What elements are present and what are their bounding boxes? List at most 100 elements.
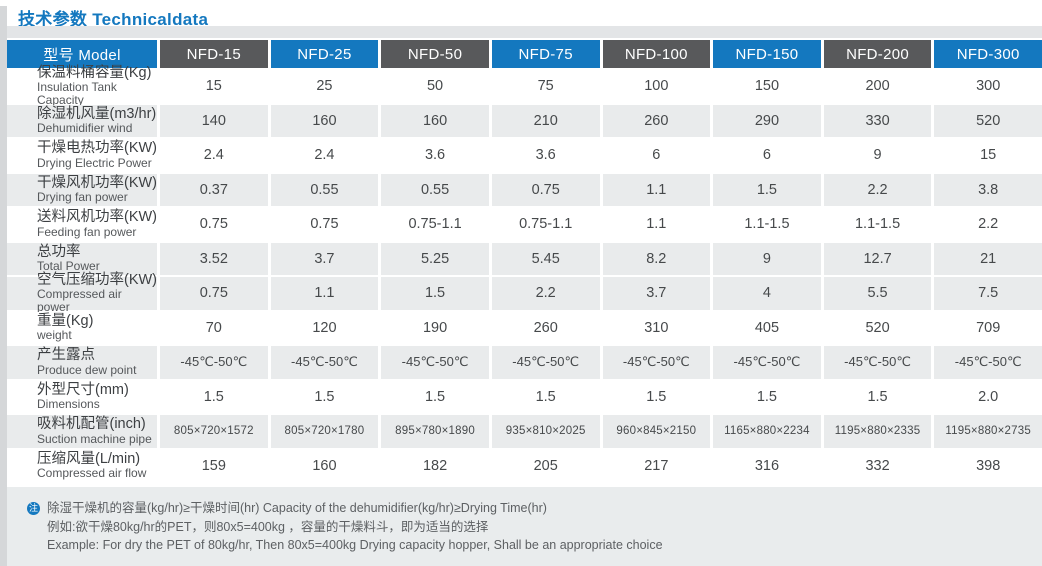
table-cell: 398 [934, 449, 1042, 482]
table-cell: 190 [381, 311, 489, 344]
table-cell: 217 [602, 449, 711, 482]
row-label-en: Produce dew point [37, 362, 137, 377]
table-cell: 1.1-1.5 [713, 208, 821, 241]
table-cell: 805×720×1780 [270, 415, 379, 448]
table-cell: 210 [491, 104, 600, 137]
table-cell: 520 [823, 311, 932, 344]
table-cell: 260 [491, 311, 600, 344]
table-cell: 1.5 [823, 380, 932, 413]
table-cell: 160 [270, 449, 379, 482]
row-label: 空气压缩功率(KW) Compressed air power [7, 272, 157, 314]
row-label: 干燥风机功率(KW) Drying fan power [7, 173, 157, 206]
column-header-nfd-200: NFD-200 [823, 40, 932, 68]
row-label-en: Suction machine pipe [37, 431, 152, 446]
table-cell: 0.75 [160, 208, 268, 241]
table-cell: 159 [160, 449, 268, 482]
table-cell: 7.5 [934, 277, 1042, 310]
row-label: 产生露点 Produce dew point [7, 346, 157, 379]
table-cell: 1.1 [602, 173, 711, 206]
column-header-nfd-300: NFD-300 [934, 40, 1042, 68]
row-label-en: Drying Electric Power [37, 155, 152, 170]
table-cell: 15 [934, 139, 1042, 172]
table-cell: 15 [160, 70, 268, 103]
note-footer: 注 除湿干燥机的容量(kg/hr)≥干燥时间(hr) Capacity of t… [7, 487, 1042, 566]
table-cell: 520 [934, 104, 1042, 137]
table-cell: 2.2 [823, 173, 932, 206]
table-cell: 0.75 [491, 173, 600, 206]
row-label-en: Feeding fan power [37, 224, 137, 239]
row-label: 除湿机风量(m3/hr) Dehumidifier wind [7, 104, 157, 137]
table-cell: 0.75-1.1 [491, 208, 600, 241]
row-label: 外型尺寸(mm) Dimensions [7, 380, 157, 413]
table-cell: 25 [270, 70, 379, 103]
row-label-en: weight [37, 328, 72, 343]
table-cell: -45℃-50℃ [602, 346, 711, 379]
page-title: 技术参数 Technicaldata [18, 10, 209, 29]
row-label-en: Compressed air flow [37, 466, 147, 481]
note-line-2: 例如:欲干燥80kg/hr的PET，则80x5=400kg ，容量的干燥料斗，即… [47, 519, 489, 534]
table-cell: 1.5 [491, 380, 600, 413]
table-cell: 2.0 [934, 380, 1042, 413]
table-cell: 0.75-1.1 [381, 208, 489, 241]
row-label-zh: 产生露点 [37, 347, 95, 364]
row-label-en: Insulation Tank Capacity [37, 79, 117, 108]
table-cell: 3.6 [381, 139, 489, 172]
column-header-nfd-50: NFD-50 [381, 40, 489, 68]
column-header-nfd-25: NFD-25 [270, 40, 379, 68]
table-cell: 1.5 [270, 380, 379, 413]
table-cell: 21 [934, 242, 1042, 275]
note-icon: 注 [27, 501, 40, 515]
table-cell: 1.5 [381, 380, 489, 413]
table-cell: 5.45 [491, 242, 600, 275]
table-cell: 2.4 [160, 139, 268, 172]
table-cell: 3.7 [270, 242, 379, 275]
table-cell: 1195×880×2335 [823, 415, 932, 448]
row-label-zh: 送料风机功率(KW) [37, 209, 158, 226]
row-label-en: Dehumidifier wind [37, 121, 133, 136]
row-label-zh: 保温料桶容量(Kg) [37, 64, 152, 81]
row-label-zh: 空气压缩功率(KW) [37, 271, 158, 288]
table-cell: -45℃-50℃ [713, 346, 821, 379]
row-label-zh: 外型尺寸(mm) [37, 381, 129, 398]
title-divider-band [7, 26, 1042, 38]
table-cell: 70 [160, 311, 268, 344]
model-column-header: 型号 Model [7, 40, 157, 68]
table-cell: -45℃-50℃ [270, 346, 379, 379]
table-cell: 1.5 [713, 173, 821, 206]
column-header-nfd-15: NFD-15 [160, 40, 268, 68]
table-cell: 1.5 [602, 380, 711, 413]
table-cell: 75 [491, 70, 600, 103]
table-cell: 3.8 [934, 173, 1042, 206]
table-cell: 1.1-1.5 [823, 208, 932, 241]
row-label: 重量(Kg) weight [7, 311, 157, 344]
table-cell: 310 [602, 311, 711, 344]
row-label-zh: 压缩风量(L/min) [37, 450, 141, 467]
table-cell: 1.1 [270, 277, 379, 310]
row-label-en: Drying fan power [37, 190, 128, 205]
table-cell: 3.7 [602, 277, 711, 310]
table-cell: 150 [713, 70, 821, 103]
table-cell: 200 [823, 70, 932, 103]
table-cell: 50 [381, 70, 489, 103]
note-line-1-text: 除湿干燥机的容量(kg/hr)≥干燥时间(hr) Capacity of the… [47, 501, 547, 515]
table-cell: 160 [381, 104, 489, 137]
table-cell: 8.2 [602, 242, 711, 275]
table-cell: 2.4 [270, 139, 379, 172]
table-cell: 3.52 [160, 242, 268, 275]
table-cell: 935×810×2025 [491, 415, 600, 448]
column-header-nfd-150: NFD-150 [713, 40, 821, 68]
table-cell: -45℃-50℃ [823, 346, 932, 379]
table-cell: 1.1 [602, 208, 711, 241]
table-cell: 0.75 [160, 277, 268, 310]
table-cell: 3.6 [491, 139, 600, 172]
note-line-1: 注 除湿干燥机的容量(kg/hr)≥干燥时间(hr) Capacity of t… [27, 499, 1042, 518]
table-cell: 0.37 [160, 173, 268, 206]
row-label: 吸料机配管(inch) Suction machine pipe [7, 415, 157, 448]
table-cell: 6 [602, 139, 711, 172]
page-edge-strip [0, 6, 7, 566]
table-cell: -45℃-50℃ [934, 346, 1042, 379]
table-cell: 9 [823, 139, 932, 172]
row-label-en: Dimensions [37, 397, 100, 412]
table-cell: 12.7 [823, 242, 932, 275]
row-label-zh: 吸料机配管(inch) [37, 416, 146, 433]
